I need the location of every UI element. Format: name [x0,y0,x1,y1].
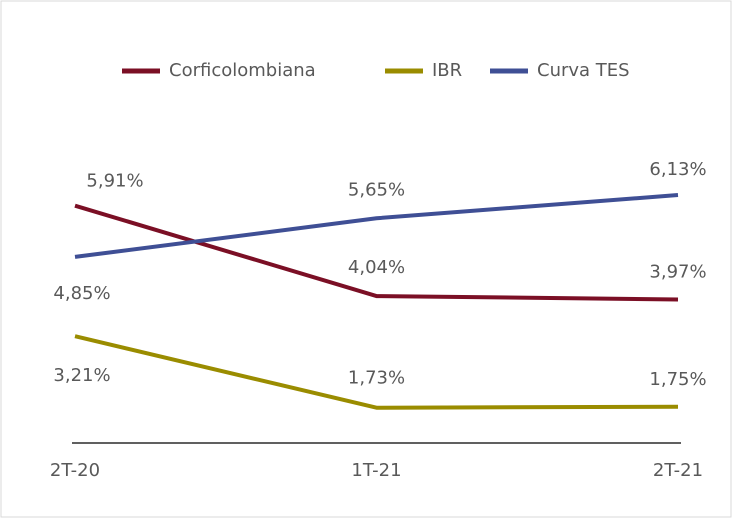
data-label: 5,91% [86,171,143,192]
legend-label: Corficolombiana [169,60,316,81]
x-tick-label: 2T-20 [50,460,100,481]
legend-label: Curva TES [537,60,630,81]
data-label: 5,65% [348,179,405,200]
series-line [74,334,679,410]
data-label: 4,85% [53,283,110,304]
data-label: 1,73% [348,368,405,389]
series-line [74,203,679,302]
data-label: 1,75% [649,369,706,390]
x-tick-label: 2T-21 [653,460,703,481]
x-tick-label: 1T-21 [351,460,401,481]
data-label: 3,97% [649,261,706,282]
series-line [74,193,679,259]
data-label: 6,13% [649,159,706,180]
data-label: 3,21% [53,365,110,386]
legend-label: IBR [432,60,462,81]
data-label: 4,04% [348,257,405,278]
